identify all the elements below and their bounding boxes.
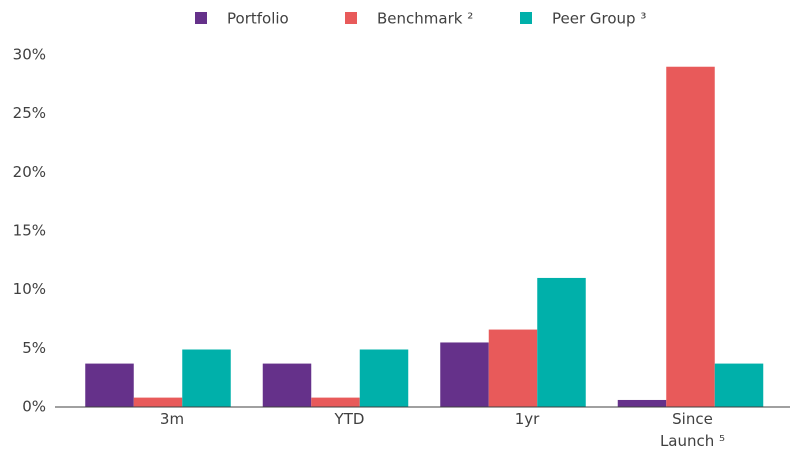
y-tick-label: 10% [13,280,46,298]
legend-swatch [520,12,532,24]
legend-label: Portfolio [227,10,289,28]
bar [262,363,312,407]
bar [666,66,715,407]
bar [714,363,764,407]
bar [311,397,360,407]
y-tick-label: 15% [13,222,46,240]
y-tick-label: 5% [22,339,46,357]
y-tick-label: 20% [13,163,46,181]
bar [537,277,586,407]
legend-label: Peer Group ³ [552,10,646,28]
x-tick-label: Since Launch ⁵ [659,410,726,450]
legend-swatch [345,12,357,24]
bar [359,349,409,407]
bar [85,363,134,407]
x-tick-label: YTD [334,410,365,428]
y-tick-label: 0% [22,398,46,416]
y-tick-label: 30% [13,46,46,64]
bar [440,342,489,407]
bar [133,397,183,407]
x-tick-label: 3m [159,410,185,428]
x-tick-label: 1yr [514,410,540,428]
bar [488,329,538,407]
legend-label: Benchmark ² [377,10,473,28]
y-tick-label: 25% [13,104,46,122]
bar [617,399,667,407]
bar [182,349,231,407]
legend-swatch [195,12,207,24]
